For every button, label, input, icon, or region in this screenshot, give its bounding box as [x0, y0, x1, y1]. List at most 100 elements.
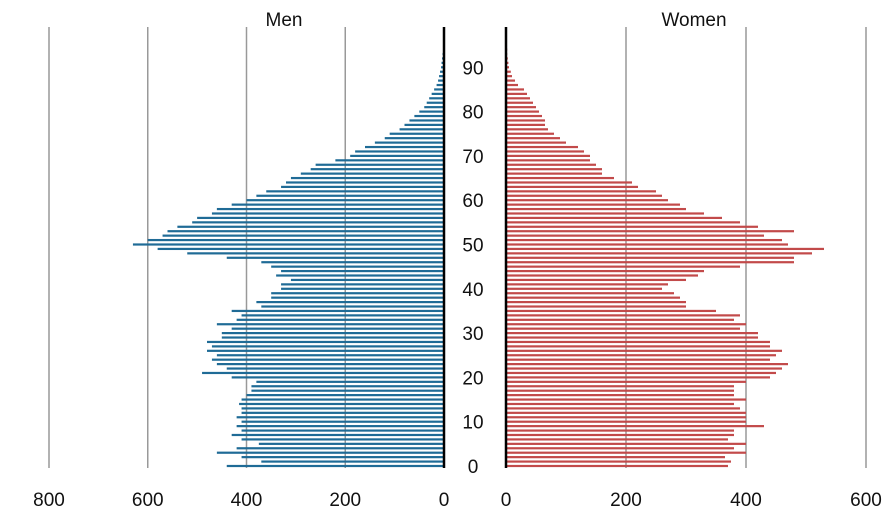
- age-tick-label: 0: [468, 457, 479, 478]
- women-bar-age-1: [506, 460, 731, 463]
- women-bar-age-13: [506, 407, 740, 410]
- women-bar-age-61: [506, 194, 662, 197]
- women-bar-age-38: [506, 296, 680, 299]
- men-bar-age-54: [177, 225, 444, 228]
- women-bar-age-28: [506, 340, 770, 344]
- men-bar-age-25: [216, 354, 444, 357]
- men-bar-age-67: [310, 168, 444, 171]
- age-tick-label: 80: [462, 103, 483, 124]
- men-bar-age-31: [231, 327, 444, 330]
- men-bar-age-65: [290, 176, 444, 180]
- men-bar-age-75: [389, 132, 444, 135]
- women-bar-age-52: [506, 234, 764, 237]
- women-bar-age-14: [506, 402, 734, 406]
- women-bar-age-10: [506, 420, 746, 423]
- men-bar-age-41: [281, 283, 444, 286]
- women-bar-age-12: [506, 411, 746, 414]
- women-bar-age-75: [506, 132, 554, 135]
- men-bar-age-38: [271, 296, 444, 299]
- men-bar-age-74: [384, 137, 444, 140]
- men-bar-age-28: [207, 340, 444, 344]
- men-bars: [132, 30, 444, 468]
- men-bar-age-36: [261, 305, 444, 308]
- women-bar-age-87: [506, 79, 515, 82]
- men-bar-age-88: [439, 75, 444, 78]
- men-bar-age-1: [261, 460, 444, 463]
- men-x-tick-labels: 800 600 400 200 0: [33, 490, 449, 511]
- women-bar-age-56: [506, 216, 722, 220]
- men-bar-age-51: [147, 238, 444, 242]
- men-bar-age-64: [286, 181, 444, 184]
- women-bar-age-68: [506, 163, 596, 166]
- men-bar-age-33: [236, 318, 444, 321]
- men-bar-age-69: [335, 159, 444, 162]
- age-tick-label: 50: [462, 236, 483, 257]
- women-panel: Women: [506, 10, 867, 468]
- women-bar-age-24: [506, 358, 770, 361]
- women-bar-age-11: [506, 416, 746, 419]
- men-bar-age-34: [241, 314, 444, 317]
- men-bar-age-40: [281, 287, 444, 290]
- men-bar-age-66: [300, 172, 444, 175]
- age-tick-label: 70: [462, 147, 483, 168]
- men-bar-age-22: [226, 367, 444, 370]
- age-tick-label: 90: [462, 58, 483, 79]
- men-bar-age-58: [216, 207, 444, 211]
- men-bar-age-81: [424, 106, 444, 109]
- men-bar-age-52: [162, 234, 444, 237]
- age-tick-label: 60: [462, 191, 483, 212]
- women-x-tick-labels: 0 200 400 600: [501, 490, 882, 511]
- women-bar-age-31: [506, 327, 740, 330]
- men-bar-age-13: [241, 407, 444, 410]
- women-bar-age-81: [506, 106, 536, 109]
- women-bar-age-32: [506, 323, 746, 326]
- men-bar-age-14: [239, 402, 444, 406]
- women-bar-age-22: [506, 367, 782, 370]
- men-bar-age-45: [271, 265, 444, 268]
- age-axis-labels: 0 10 20 30 40 50 60 70 80 90: [462, 58, 483, 478]
- women-bar-age-46: [506, 261, 794, 264]
- women-bar-age-29: [506, 336, 758, 339]
- women-bar-age-58: [506, 207, 686, 211]
- women-bar-age-0: [506, 464, 728, 468]
- women-bar-age-9: [506, 425, 764, 428]
- women-bar-age-84: [506, 92, 527, 95]
- women-bar-age-85: [506, 88, 524, 91]
- age-tick-label: 30: [462, 324, 483, 345]
- men-bar-age-24: [211, 358, 444, 361]
- women-bar-age-65: [506, 176, 614, 180]
- men-bar-age-11: [236, 416, 444, 419]
- men-bar-age-8: [241, 429, 444, 432]
- men-x-tick-label: 0: [439, 490, 450, 511]
- women-bar-age-55: [506, 221, 740, 224]
- men-bar-age-82: [426, 101, 444, 104]
- men-bar-age-77: [404, 123, 444, 126]
- women-bar-age-78: [506, 119, 545, 122]
- men-bar-age-16: [246, 394, 444, 397]
- men-bar-age-39: [271, 292, 444, 295]
- men-bar-age-2: [241, 456, 444, 459]
- men-bar-age-19: [256, 380, 444, 383]
- men-gridlines: [48, 27, 346, 468]
- men-bar-age-76: [399, 128, 444, 131]
- women-bar-age-67: [506, 168, 602, 171]
- men-bar-age-70: [350, 154, 444, 157]
- women-bar-age-4: [506, 447, 734, 450]
- women-bar-age-39: [506, 292, 674, 295]
- men-bar-age-57: [211, 212, 444, 215]
- men-bar-age-53: [167, 230, 444, 233]
- men-bar-age-35: [231, 309, 444, 313]
- men-bar-age-90: [441, 66, 444, 69]
- men-bar-age-7: [231, 433, 444, 437]
- men-bar-age-89: [440, 70, 444, 73]
- women-gridlines: [625, 27, 867, 468]
- men-bar-age-79: [414, 114, 444, 118]
- women-bar-age-66: [506, 172, 602, 175]
- women-bar-age-54: [506, 225, 758, 228]
- women-bar-age-43: [506, 274, 698, 277]
- women-bar-age-76: [506, 128, 548, 131]
- women-bar-age-71: [506, 150, 584, 153]
- women-bar-age-16: [506, 394, 734, 397]
- men-x-tick-label: 800: [33, 490, 65, 511]
- men-panel-title: Men: [266, 10, 303, 31]
